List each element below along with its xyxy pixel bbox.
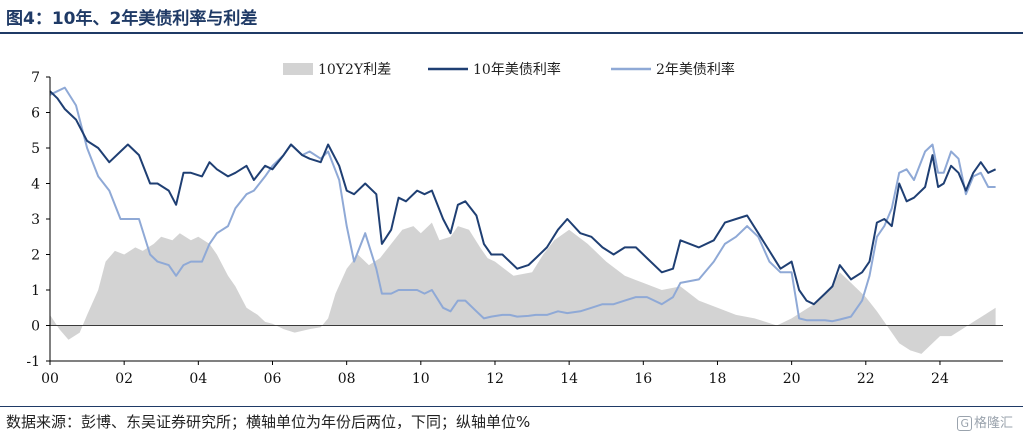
x-tick-label: 14 [560,371,578,387]
footer-rule [0,406,1023,407]
y-tick-label: 7 [31,70,40,86]
yield-lines-layer [49,86,997,323]
legend-swatch-spread [283,63,313,75]
x-tick-label: 12 [486,371,504,387]
figure-title: 图4：10年、2年美债利率与利差 [6,9,258,29]
legend-label-spread: 10Y2Y利差 [318,62,391,78]
x-tick-label: 06 [264,371,282,387]
x-tick-label: 20 [783,371,801,387]
x-tick-label: 10 [412,371,430,387]
y-tick-label: 0 [31,319,40,335]
watermark: G 格隆汇 [957,412,1013,431]
title-rule [0,32,1023,34]
x-tick-label: 16 [634,371,652,387]
y-tick-label: -1 [26,354,40,370]
x-tick-label: 22 [857,371,875,387]
legend-label-two-year: 2年美债利率 [656,61,735,78]
y-tick-label: 3 [31,212,40,228]
ten-year-line [49,90,997,306]
watermark-logo-icon: G [957,416,972,431]
x-tick-label: 18 [709,371,727,387]
two-year-line [49,86,996,323]
watermark-text: 格隆汇 [973,416,1013,431]
y-tick-label: 1 [31,283,40,299]
y-tick-label: 2 [31,248,40,264]
x-tick-label: 02 [115,371,133,387]
y-tick-label: 5 [31,141,40,157]
spread-area-layer [50,222,996,354]
source-note: 数据来源：彭博、东吴证券研究所；横轴单位为年份后两位，下同；纵轴单位% [6,413,531,431]
y-tick-label: 6 [31,106,40,122]
x-tick-label: 24 [931,371,949,387]
x-tick-label: 04 [189,371,207,387]
spread-area [50,222,996,354]
x-tick-label: 08 [338,371,356,387]
y-tick-label: 4 [31,177,40,193]
legend-label-ten-year: 10年美债利率 [473,61,561,78]
legend: 10Y2Y利差 10年美债利率 2年美债利率 [283,61,735,78]
x-tick-label: 00 [41,371,59,387]
